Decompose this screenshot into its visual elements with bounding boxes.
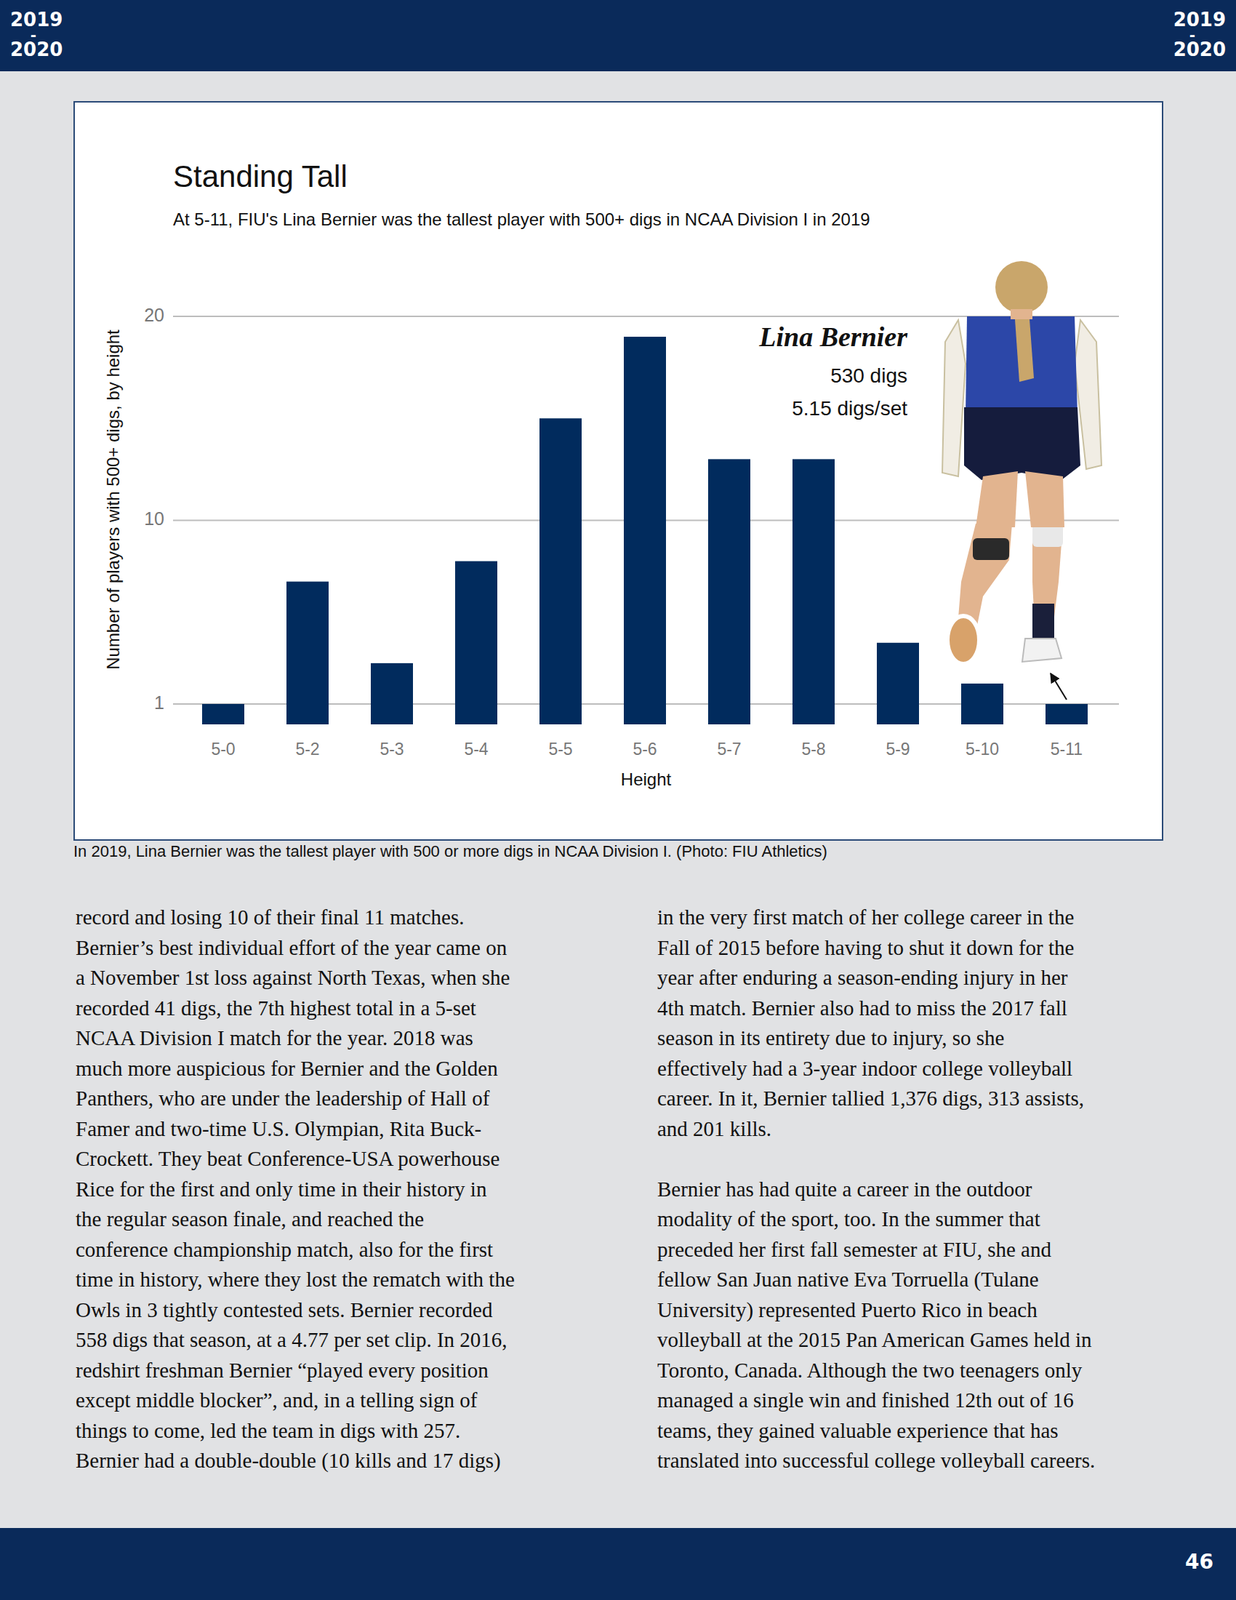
bar (792, 458, 835, 725)
body-line: Bernier had a double-double (10 kills an… (75, 1445, 515, 1476)
bar (539, 418, 582, 725)
body-line: in the very first match of her college c… (657, 902, 1095, 933)
bar (876, 642, 920, 725)
footer-band (0, 1527, 1236, 1600)
season-label: 2019 (10, 8, 63, 31)
bar (623, 336, 666, 725)
x-axis-label: Height (620, 769, 672, 789)
bar (286, 581, 329, 725)
body-line: Bernier has had quite a career in the ou… (657, 1174, 1095, 1205)
body-line: and 201 kills. (657, 1113, 1095, 1145)
bar (370, 663, 413, 725)
body-line: a November 1st loss against North Texas,… (75, 962, 515, 994)
body-line: career. In it, Bernier tallied 1,376 dig… (657, 1083, 1095, 1114)
body-line: conference championship match, also for … (75, 1234, 515, 1266)
body-line: 558 digs that season, at a 4.77 per set … (75, 1324, 515, 1356)
season-label: 2020 (1173, 38, 1226, 61)
body-line: things to come, led the team in digs wit… (75, 1415, 515, 1447)
body-line: redshirt freshman Bernier “played every … (75, 1355, 515, 1386)
body-line: translated into successful college volle… (657, 1445, 1095, 1476)
season-label: 2019 (1173, 8, 1226, 31)
page-number: 46 (1185, 1549, 1214, 1574)
body-line: recorded 41 digs, the 7th highest total … (75, 993, 515, 1024)
x-tick-label: 5-8 (801, 739, 826, 759)
body-line: preceded her first fall semester at FIU,… (657, 1234, 1095, 1266)
y-tick-label: 1 (154, 692, 165, 713)
y-tick-label: 20 (143, 304, 165, 325)
annotation-name: Lina Bernier (758, 321, 909, 352)
chart-title: Standing Tall (173, 159, 348, 194)
body-line: except middle blocker”, and, in a tellin… (75, 1385, 515, 1416)
player-figure (942, 261, 1102, 664)
header-band (0, 0, 1236, 72)
body-line: record and losing 10 of their final 11 m… (75, 902, 515, 933)
body-line: Fall of 2015 before having to shut it do… (657, 932, 1095, 964)
annotation-arrow (1050, 673, 1067, 700)
annotation-rate: 5.15 digs/set (791, 396, 908, 420)
body-line: year after enduring a season-ending inju… (657, 962, 1095, 994)
x-tick-label: 5-11 (1050, 739, 1083, 759)
x-tick-label: 5-10 (965, 739, 999, 759)
x-tick-label: 5-6 (632, 739, 657, 759)
body-line: NCAA Division I match for the year. 2018… (75, 1022, 515, 1054)
body-line: Owls in 3 tightly contested sets. Bernie… (75, 1294, 515, 1326)
body-line: Famer and two-time U.S. Olympian, Rita B… (75, 1113, 515, 1145)
bar (1045, 703, 1088, 725)
body-line: teams, they gained valuable experience t… (657, 1415, 1095, 1447)
bar (202, 703, 245, 725)
bar (961, 683, 1004, 725)
chart-subtitle: At 5-11, FIU's Lina Bernier was the tall… (173, 209, 871, 230)
body-line: Crockett. They beat Conference-USA power… (75, 1143, 515, 1175)
right-column: in the very first match of her college c… (657, 902, 1095, 1476)
x-tick-label: 5-9 (885, 739, 910, 759)
x-tick-label: 5-4 (463, 739, 488, 759)
body-line: University) represented Puerto Rico in b… (657, 1294, 1095, 1326)
x-tick-label: 5-7 (716, 739, 741, 759)
y-axis-label: Number of players with 500+ digs, by hei… (103, 329, 123, 670)
bar (455, 561, 498, 725)
caption: In 2019, Lina Bernier was the tallest pl… (73, 841, 828, 861)
body-line: much more auspicious for Bernier and the… (75, 1053, 515, 1085)
bar (708, 458, 751, 725)
x-tick-label: 5-3 (379, 739, 404, 759)
body-line: 4th match. Bernier also had to miss the … (657, 993, 1095, 1024)
body-line: the regular season finale, and reached t… (75, 1204, 515, 1235)
annotation-digs: 530 digs (830, 364, 908, 387)
season-label: 2020 (10, 38, 63, 61)
x-tick-label: 5-2 (295, 739, 320, 759)
left-column: record and losing 10 of their final 11 m… (75, 902, 515, 1476)
y-tick-label: 10 (143, 508, 165, 529)
body-line: time in history, where they lost the rem… (75, 1264, 515, 1295)
body-line: Toronto, Canada. Although the two teenag… (657, 1355, 1095, 1386)
body-line: volleyball at the 2015 Pan American Game… (657, 1324, 1095, 1356)
body-line: managed a single win and finished 12th o… (657, 1385, 1095, 1416)
body-line: Panthers, who are under the leadership o… (75, 1083, 515, 1114)
body-line: Rice for the first and only time in thei… (75, 1174, 515, 1205)
body-line: effectively had a 3-year indoor college … (657, 1053, 1095, 1085)
x-tick-label: 5-5 (548, 739, 573, 759)
body-line: season in its entirety due to injury, so… (657, 1022, 1095, 1054)
x-tick-label: 5-0 (210, 739, 235, 759)
body-line: fellow San Juan native Eva Torruella (Tu… (657, 1264, 1095, 1295)
body-line: Bernier’s best individual effort of the … (75, 932, 515, 964)
body-line: modality of the sport, too. In the summe… (657, 1204, 1095, 1235)
